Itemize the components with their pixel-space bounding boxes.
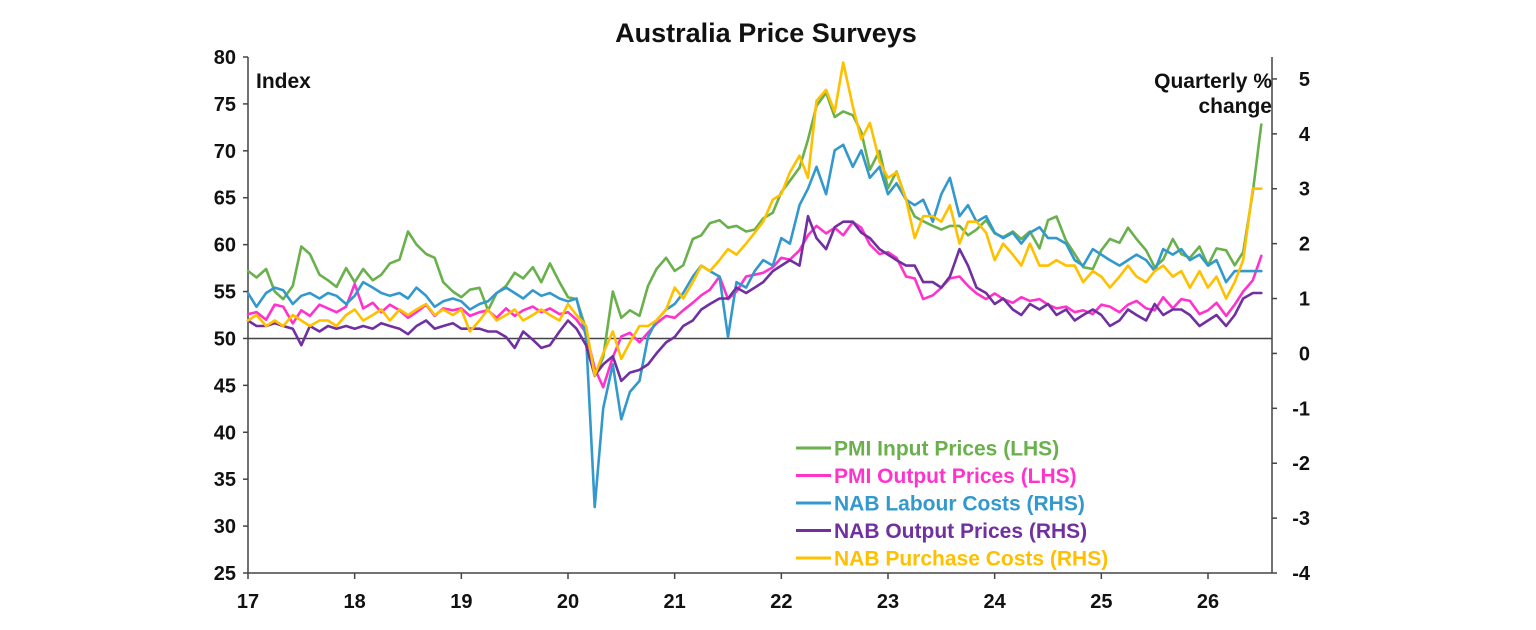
right-tick-label: -1 <box>1292 398 1310 420</box>
legend-label: NAB Purchase Costs (RHS) <box>834 548 1108 571</box>
left-tick-label: 60 <box>214 235 236 257</box>
legend-label: PMI Output Prices (LHS) <box>834 465 1077 488</box>
left-tick-label: 25 <box>214 563 236 585</box>
left-axis-label: Index <box>256 70 311 93</box>
legend: PMI Input Prices (LHS) PMI Output Prices … <box>796 438 1108 571</box>
right-tick-label: 5 <box>1299 69 1310 91</box>
right-axis-label-line2: change <box>1198 95 1272 118</box>
x-tick-label: 26 <box>1197 591 1219 613</box>
legend-label: PMI Input Prices (LHS) <box>834 438 1059 461</box>
x-tick-label: 18 <box>344 591 366 613</box>
left-tick-label: 80 <box>214 47 236 69</box>
x-tick-label: 20 <box>557 591 579 613</box>
right-tick-label: 4 <box>1299 124 1311 146</box>
axes-group: 807570656055504540353025543210-1-2-3-417… <box>214 47 1311 613</box>
x-tick-label: 17 <box>237 591 259 613</box>
x-tick-label: 25 <box>1090 591 1112 613</box>
right-tick-label: 2 <box>1299 234 1310 256</box>
series-group <box>246 61 1263 509</box>
left-tick-label: 30 <box>214 516 236 538</box>
right-tick-label: 3 <box>1299 179 1310 201</box>
series-line-3 <box>246 143 1263 509</box>
series-line-1 <box>246 91 1263 378</box>
right-tick-label: 0 <box>1299 343 1310 365</box>
left-tick-label: 40 <box>214 422 236 444</box>
right-tick-label: 1 <box>1299 289 1310 311</box>
left-tick-label: 55 <box>214 282 236 304</box>
series-line-4 <box>246 214 1263 383</box>
x-tick-label: 24 <box>984 591 1007 613</box>
right-axis-label-line1: Quarterly % <box>1154 70 1272 93</box>
legend-label: NAB Labour Costs (RHS) <box>834 493 1085 516</box>
left-tick-label: 70 <box>214 141 236 163</box>
right-tick-label: -4 <box>1292 563 1311 585</box>
x-tick-label: 22 <box>770 591 792 613</box>
left-tick-label: 75 <box>214 94 236 116</box>
left-tick-label: 35 <box>214 469 236 491</box>
x-tick-label: 23 <box>877 591 899 613</box>
series-line-2 <box>246 220 1263 389</box>
legend-label: NAB Output Prices (RHS) <box>834 520 1087 543</box>
x-tick-label: 19 <box>450 591 472 613</box>
left-tick-label: 65 <box>214 188 236 210</box>
left-tick-label: 45 <box>214 375 236 397</box>
chart-title: Australia Price Surveys <box>615 18 917 48</box>
right-tick-label: -3 <box>1292 508 1310 530</box>
x-tick-label: 21 <box>664 591 686 613</box>
left-tick-label: 50 <box>214 328 236 350</box>
series-line-5 <box>246 61 1263 377</box>
right-tick-label: -2 <box>1292 453 1310 475</box>
